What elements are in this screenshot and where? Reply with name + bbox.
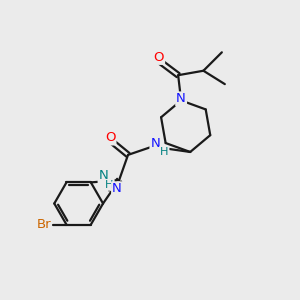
- Text: O: O: [154, 51, 164, 64]
- Text: O: O: [105, 131, 116, 144]
- Text: Br: Br: [36, 218, 51, 231]
- Text: N: N: [176, 92, 186, 106]
- Text: H: H: [160, 147, 169, 157]
- Text: N: N: [112, 182, 122, 195]
- Text: N: N: [99, 169, 108, 182]
- Text: H: H: [105, 180, 114, 190]
- Text: N: N: [151, 137, 160, 150]
